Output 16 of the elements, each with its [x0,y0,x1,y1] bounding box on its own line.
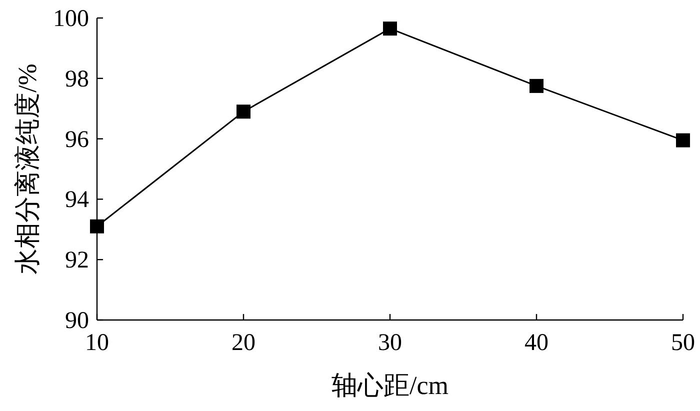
x-tick-label: 20 [232,330,256,356]
x-tick-label: 30 [378,330,402,356]
y-tick-label: 94 [65,187,89,214]
x-tick-label: 40 [524,330,548,356]
x-axis-title: 轴心距/cm [332,371,448,400]
point [676,133,690,148]
point [383,22,397,36]
y-tick-label: 96 [65,126,89,153]
point [236,104,250,119]
point [90,219,104,234]
y-tick-label: 92 [65,248,89,274]
y-tick-label: 100 [53,6,89,32]
y-tick-label: 98 [65,66,89,92]
x-tick-label: 50 [671,330,695,356]
point [530,78,544,93]
y-axis-title: 水相分离液纯度/% [13,64,42,274]
